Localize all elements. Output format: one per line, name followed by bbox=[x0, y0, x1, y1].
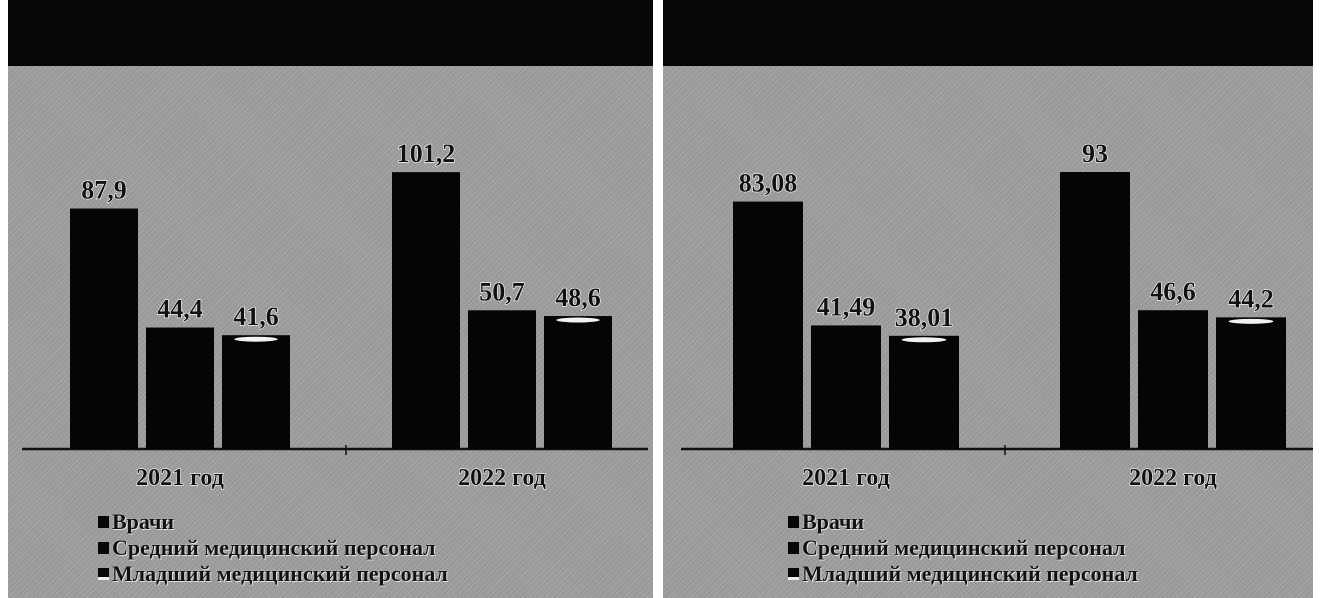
data-label: 83,08 bbox=[739, 169, 798, 198]
category-label: 2022 год bbox=[1129, 465, 1217, 491]
bar-3-2 bbox=[544, 316, 612, 449]
category-label: 2021 год bbox=[802, 465, 890, 491]
bar-chart-right: 83,08 41,49 38,01 2021 год 93 46,6 44,2 2022 го… bbox=[681, 138, 1313, 492]
data-label: 38,01 bbox=[895, 303, 954, 332]
legend-label: Младший медицинский персонал bbox=[802, 561, 1138, 586]
bar-highlight bbox=[901, 337, 947, 343]
data-label: 41,6 bbox=[233, 302, 279, 331]
legend-label: Средний медицинский персонал bbox=[112, 535, 436, 560]
data-label: 93 bbox=[1082, 139, 1108, 168]
bar-3-1 bbox=[222, 335, 290, 449]
bar-3-1 bbox=[889, 335, 959, 449]
bar-2-1 bbox=[146, 327, 214, 449]
legend-item-junior-staff: Младший медицинский персонал bbox=[788, 561, 1138, 587]
chart-header-bar bbox=[8, 0, 653, 66]
legend-item-junior-staff: Младший медицинский персонал bbox=[98, 561, 448, 587]
legend-item-nurses: Средний медицинский персонал bbox=[98, 535, 448, 561]
data-label: 101,2 bbox=[397, 139, 456, 168]
data-label: 44,2 bbox=[1228, 284, 1274, 313]
bar-2-2 bbox=[1138, 310, 1208, 449]
legend-label: Младший медицинский персонал bbox=[112, 561, 448, 586]
legend-swatch-nurses bbox=[98, 542, 109, 554]
bar-1-1 bbox=[733, 201, 803, 449]
data-label: 41,49 bbox=[817, 292, 876, 321]
legend-label: Врачи bbox=[802, 509, 865, 534]
legend-swatch-doctors bbox=[788, 516, 799, 528]
legend-label: Средний медицинский персонал bbox=[802, 535, 1126, 560]
legend-item-doctors: Врачи bbox=[98, 509, 448, 535]
right-chart-panel: 83,08 41,49 38,01 2021 год 93 46,6 44,2 2022 го… bbox=[663, 0, 1313, 598]
legend-swatch-junior-staff bbox=[788, 568, 799, 580]
bar-highlight bbox=[1228, 318, 1274, 324]
bar-highlight bbox=[234, 336, 278, 342]
legend-swatch-junior-staff bbox=[98, 568, 109, 580]
legend-item-doctors: Врачи bbox=[788, 509, 1138, 535]
bar-3-2 bbox=[1216, 317, 1286, 449]
chart-header-bar bbox=[663, 0, 1313, 66]
data-label: 46,6 bbox=[1150, 277, 1196, 306]
legend-label: Врачи bbox=[112, 509, 175, 534]
bar-highlight bbox=[556, 317, 600, 323]
left-chart-panel: 87,9 44,4 41,6 2021 год 101,2 50,7 48,6 2022 го… bbox=[8, 0, 653, 598]
data-label: 48,6 bbox=[555, 283, 601, 312]
legend-swatch-nurses bbox=[788, 542, 799, 554]
bar-1-2 bbox=[1060, 172, 1130, 449]
category-label: 2021 год bbox=[136, 465, 224, 491]
legend-item-nurses: Средний медицинский персонал bbox=[788, 535, 1138, 561]
bar-2-2 bbox=[468, 310, 536, 449]
bar-2-1 bbox=[811, 325, 881, 449]
data-label: 50,7 bbox=[479, 277, 525, 306]
bar-1-2 bbox=[392, 172, 460, 449]
legend-swatch-doctors bbox=[98, 516, 109, 528]
chart-legend: Врачи Средний медицинский персонал Младш… bbox=[788, 509, 1138, 587]
chart-legend: Врачи Средний медицинский персонал Младш… bbox=[98, 509, 448, 587]
category-label: 2022 год bbox=[458, 465, 546, 491]
bar-1-1 bbox=[70, 208, 138, 449]
data-label: 44,4 bbox=[157, 295, 203, 324]
bar-chart-left: 87,9 44,4 41,6 2021 год 101,2 50,7 48,6 2022 го… bbox=[22, 139, 648, 492]
data-label: 87,9 bbox=[81, 176, 127, 205]
